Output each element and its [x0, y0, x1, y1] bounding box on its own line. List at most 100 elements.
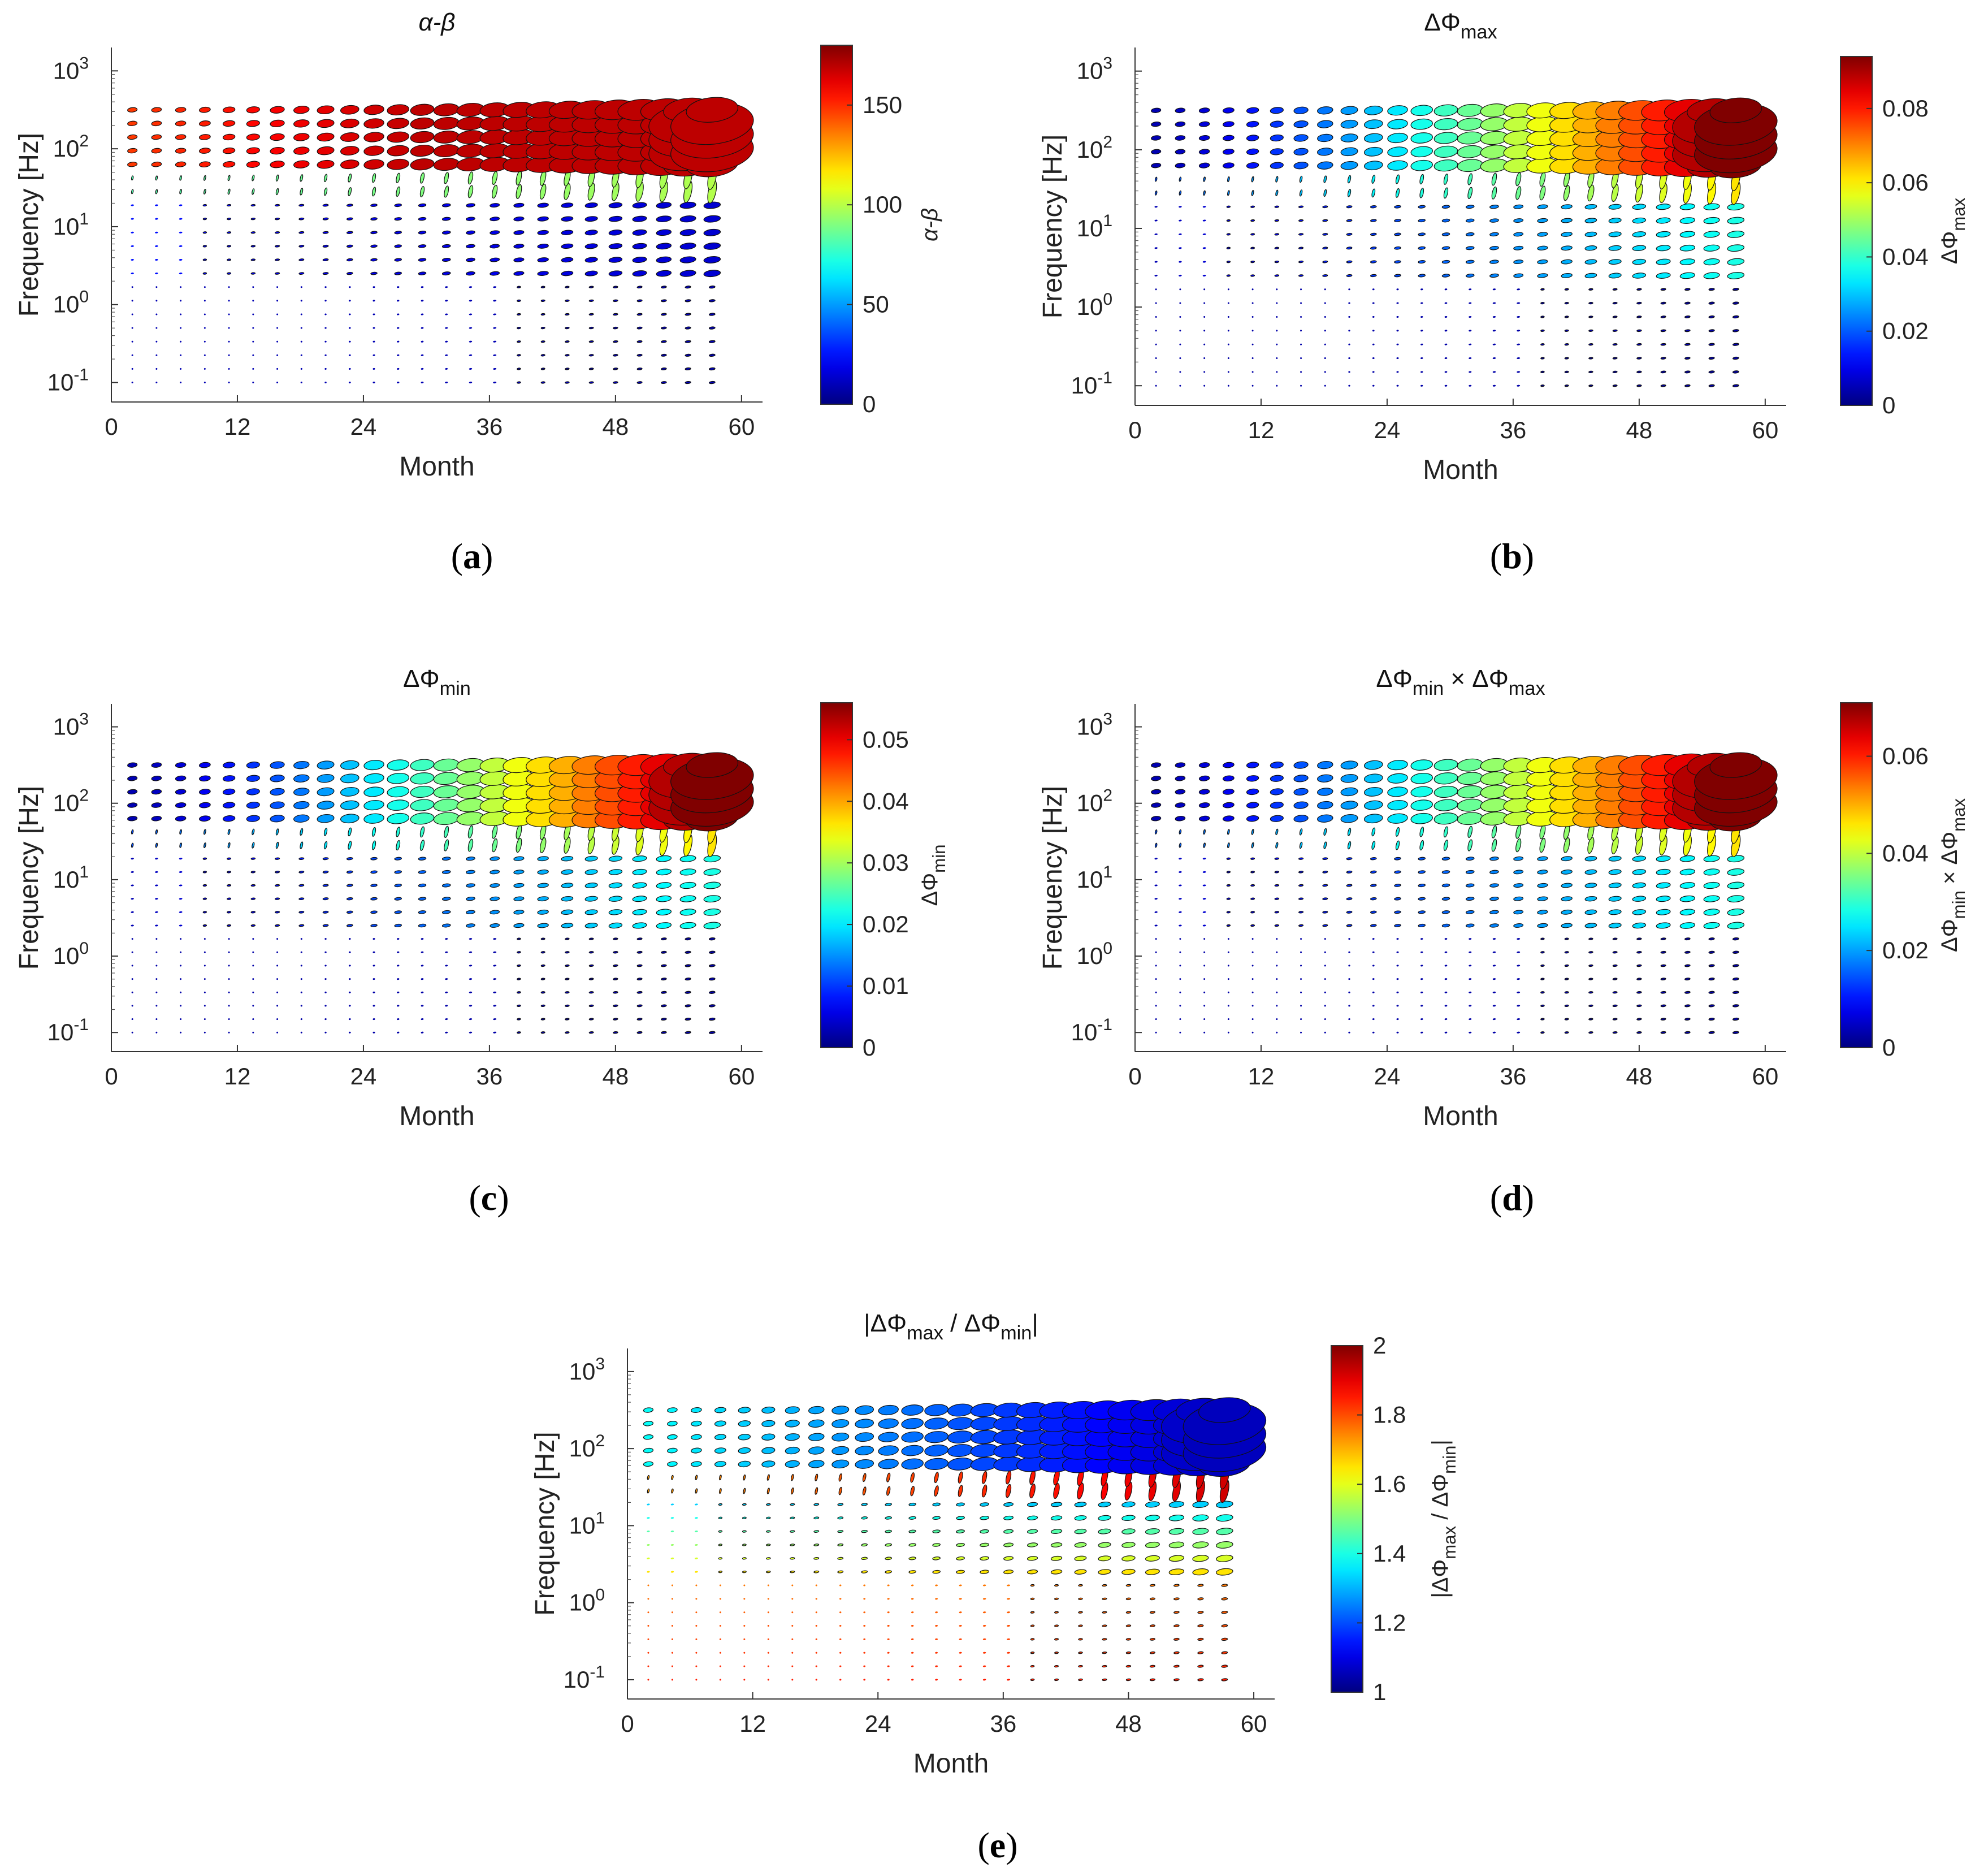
ellipse-mark: [708, 1031, 716, 1034]
ellipse-mark: [1491, 186, 1497, 200]
ellipse-mark: [1513, 870, 1524, 875]
ellipse-mark: [1656, 922, 1671, 929]
ellipse-mark: [1732, 301, 1739, 305]
ellipse-mark: [703, 895, 721, 903]
ellipse-mark: [1703, 231, 1720, 238]
y-tick-label: 102: [53, 132, 89, 162]
ellipse-marks: [127, 97, 754, 384]
ellipse-mark: [1492, 315, 1496, 318]
ellipse-mark: [1179, 842, 1182, 848]
ellipse-mark: [1394, 884, 1401, 887]
ellipse-mark: [564, 837, 571, 854]
ellipse-mark: [1198, 149, 1210, 155]
ellipse-mark: [695, 1475, 698, 1480]
ellipse-mark: [636, 1031, 643, 1034]
ellipse-mark: [1298, 911, 1304, 914]
ellipse-mark: [1660, 301, 1666, 305]
ellipse-mark: [373, 368, 375, 370]
ellipse-mark: [1125, 1597, 1132, 1601]
y-tick-label: 103: [53, 710, 89, 740]
ellipse-mark: [1433, 159, 1458, 172]
ellipse-mark: [127, 789, 138, 795]
ellipse-mark: [1179, 965, 1181, 967]
ellipse-mark: [1227, 357, 1229, 360]
ellipse-mark: [982, 1679, 986, 1681]
x-tick-label: 48: [1626, 1063, 1653, 1090]
ellipse-mark: [565, 951, 570, 954]
ellipse-mark: [1420, 343, 1423, 345]
ellipse-mark: [1276, 951, 1278, 953]
ellipse-mark: [317, 159, 335, 169]
ellipse-mark: [1203, 1018, 1206, 1021]
ellipse-mark: [661, 964, 667, 967]
ellipse-mark: [151, 762, 162, 768]
ellipse-mark: [1102, 1678, 1107, 1681]
ellipse-mark: [348, 841, 352, 850]
ellipse-mark: [703, 242, 721, 250]
ellipse-mark: [1250, 911, 1255, 914]
ellipse-mark: [131, 354, 133, 356]
ellipse-mark: [340, 800, 360, 810]
ellipse-mark: [791, 1487, 794, 1495]
ellipse-mark: [298, 204, 305, 207]
x-tick-label: 12: [1248, 1063, 1275, 1090]
ellipse-mark: [1636, 343, 1642, 346]
ellipse-mark: [1168, 1541, 1185, 1549]
ellipse-mark: [1387, 813, 1408, 824]
ellipse-mark: [613, 368, 618, 370]
ellipse-mark: [252, 382, 254, 384]
y-tick-base: 10: [564, 1666, 590, 1693]
ellipse-mark: [1276, 357, 1278, 360]
ellipse-mark: [490, 856, 500, 861]
ellipse-mark: [1251, 288, 1254, 291]
ellipse-mark: [815, 1679, 817, 1681]
ellipse-mark: [661, 381, 667, 384]
ellipse-mark: [1324, 978, 1326, 980]
ellipse-mark: [1347, 828, 1352, 836]
ellipse-mark: [1540, 951, 1545, 954]
ellipse-mark: [250, 258, 256, 261]
ellipse-mark: [1270, 788, 1284, 796]
ellipse-mark: [1121, 1555, 1136, 1562]
ellipse-mark: [636, 353, 643, 357]
ellipse-mark: [373, 1005, 375, 1007]
ellipse-mark: [1155, 288, 1157, 291]
ellipse-mark: [588, 313, 594, 316]
ellipse-mark: [661, 1018, 667, 1021]
ellipse-mark: [131, 245, 134, 247]
ellipse-mark: [1179, 924, 1182, 927]
ellipse-mark: [703, 922, 721, 929]
ellipse-mark: [397, 991, 400, 993]
ellipse-mark: [1340, 787, 1358, 797]
ellipse-mark: [298, 871, 305, 874]
ellipse-mark: [1433, 118, 1458, 131]
ellipse-mark: [1227, 288, 1229, 291]
ellipse-mark: [613, 1018, 618, 1021]
ellipse-mark: [203, 1018, 206, 1021]
ellipse-mark: [647, 1651, 649, 1654]
ellipse-mark: [1410, 159, 1433, 171]
ellipse-mark: [785, 1433, 800, 1441]
ellipse-mark: [175, 120, 187, 127]
ellipse-mark: [831, 1459, 850, 1469]
colorbar-label-part: × ΔΦ: [1937, 832, 1962, 890]
ellipse-mark: [785, 1460, 800, 1468]
y-tick-exp: 0: [1103, 939, 1112, 958]
ellipse-mark: [1346, 884, 1353, 887]
x-tick-label: 60: [728, 413, 755, 440]
ellipse-mark: [1363, 800, 1383, 810]
ellipse-mark: [300, 828, 304, 836]
chart-title-part: ΔΦ: [1376, 665, 1413, 693]
ellipse-mark: [1276, 965, 1278, 967]
ellipse-mark: [1145, 1501, 1160, 1508]
colorbar-label: ΔΦmin: [917, 845, 949, 906]
ellipse-mark: [1420, 1005, 1423, 1007]
ellipse-mark: [1198, 789, 1210, 795]
ellipse-mark: [1173, 1678, 1180, 1681]
ellipse-mark: [1202, 261, 1206, 263]
ellipse-mark: [252, 965, 254, 967]
ellipse-mark: [1679, 855, 1696, 862]
ellipse-mark: [346, 884, 353, 887]
y-tick-label: 10-1: [47, 366, 89, 396]
ellipse-mark: [1078, 1597, 1083, 1600]
